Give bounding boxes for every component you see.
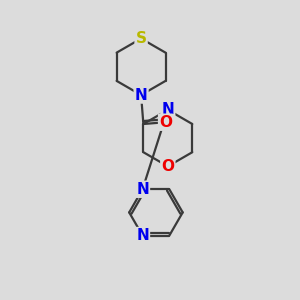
Text: S: S [136,31,147,46]
Text: O: O [159,115,172,130]
Text: N: N [135,88,148,103]
Text: N: N [136,182,149,197]
Text: N: N [161,102,174,117]
Text: O: O [161,159,174,174]
Text: N: N [136,228,149,243]
